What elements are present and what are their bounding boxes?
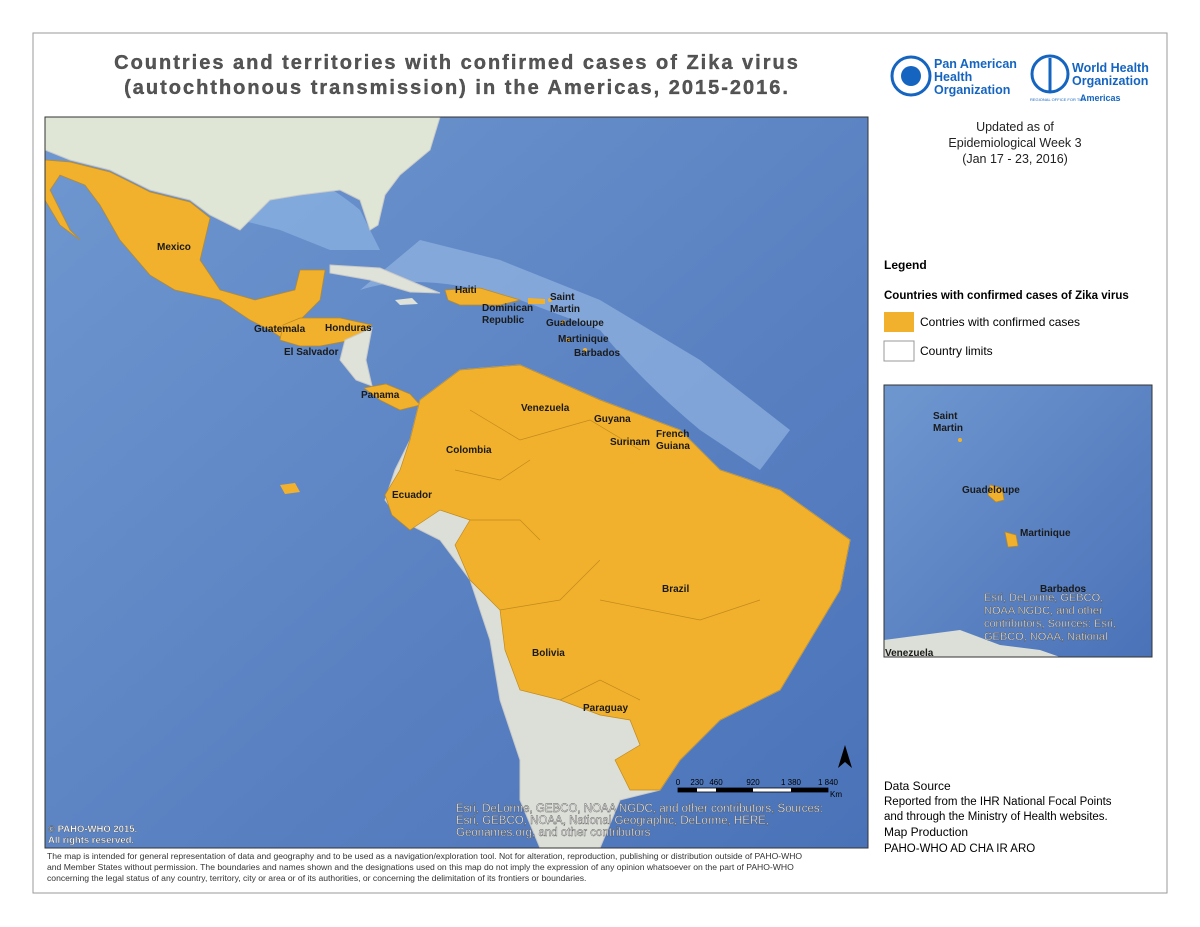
country-label: Martinique (558, 334, 609, 345)
scale-label: 920 (746, 778, 760, 787)
scale-bar (677, 745, 852, 793)
country-label: Guatemala (254, 324, 306, 335)
disclaimer-line: The map is intended for general represen… (47, 851, 802, 861)
production-label: Map Production (884, 825, 968, 839)
country-label: Guadeloupe (546, 318, 604, 329)
country-label: Saint (550, 292, 575, 303)
inset-label: Martinique (1020, 528, 1071, 539)
inset-label: Venezuela (885, 648, 934, 659)
paho-name: Organization (934, 83, 1010, 97)
title-line: Countries and territories with confirmed… (114, 52, 800, 74)
country-label: Colombia (446, 445, 492, 456)
legend-item: Contries with confirmed cases (920, 315, 1080, 329)
update-line: (Jan 17 - 23, 2016) (962, 152, 1068, 166)
country-label: Ecuador (392, 490, 432, 501)
who-name: Organization (1072, 74, 1148, 88)
country-label: Barbados (574, 348, 621, 359)
country-label: Haiti (455, 285, 477, 296)
country-label: Venezuela (521, 403, 570, 414)
scale-label: 1 380 (781, 778, 802, 787)
country-label: Surinam (610, 437, 650, 448)
scale-unit: Km (830, 790, 842, 799)
disclaimer-line: concerning the legal status of any count… (47, 873, 586, 883)
legend-title: Legend (884, 258, 927, 272)
inset-attribution: NOAA NGDC, and other (984, 605, 1103, 617)
data-source-label: Data Source (884, 779, 951, 793)
country-label: Paraguay (583, 703, 628, 714)
inset-attribution: Esri, DeLorme, GEBCO, (984, 592, 1103, 604)
disclaimer-line: and Member States without permission. Th… (47, 862, 794, 872)
scale-label: 460 (709, 778, 723, 787)
copyright: © PAHO-WHO 2015. (48, 824, 137, 835)
inset-label: Martin (933, 423, 963, 434)
inset-attribution: contributors, Sources: Esri, (984, 618, 1116, 630)
legend-subtitle: Countries with confirmed cases of Zika v… (884, 290, 1129, 302)
main-map (45, 117, 868, 848)
inset-label: Barbados (1040, 584, 1087, 595)
country-label: Brazil (662, 584, 689, 595)
legend-swatch-confirmed (884, 312, 914, 332)
data-source-line: and through the Ministry of Health websi… (884, 811, 1108, 823)
copyright: All rights reserved. (48, 835, 134, 846)
map-frame (44, 116, 869, 849)
map-attribution: Esri, DeLorme, GEBCO, NOAA NGDC, and oth… (456, 803, 823, 815)
title-line: (autochthonous transmission) in the Amer… (124, 77, 790, 99)
inset-label: Saint (933, 411, 958, 422)
who-region: REGIONAL OFFICE FOR THE (1030, 97, 1085, 102)
paho-name: Pan American (934, 57, 1017, 71)
map-attribution: Esri, GEBCO, NOAA, National Geographic, … (456, 815, 769, 827)
update-line: Epidemiological Week 3 (948, 136, 1081, 150)
who-region-name: Americas (1080, 93, 1121, 103)
inset-attribution: GEBCO, NOAA, National (984, 631, 1108, 643)
production: PAHO-WHO AD CHA IR ARO (884, 843, 1035, 855)
scale-label: 1 840 (818, 778, 839, 787)
country-label: Panama (361, 390, 400, 401)
country-label: El Salvador (284, 347, 339, 358)
scale-label: 230 (690, 778, 704, 787)
inset-map (884, 385, 1152, 657)
country-label: Mexico (157, 242, 191, 253)
legend-swatch-limits (883, 340, 915, 362)
legend-item: Country limits (920, 344, 993, 358)
update-line: Updated as of (976, 120, 1054, 134)
inset-label: Guadeloupe (962, 485, 1020, 496)
country-label: Guiana (656, 441, 690, 452)
country-label: Honduras (325, 323, 372, 334)
who-name: World Health (1072, 61, 1149, 75)
scale-label: 0 (676, 778, 681, 787)
inset-frame (883, 384, 1153, 658)
data-source-line: Reported from the IHR National Focal Poi… (884, 796, 1112, 808)
country-label: Martin (550, 304, 580, 315)
country-label: French (656, 429, 689, 440)
paho-logo (890, 55, 932, 97)
map-attribution: Geonames.org, and other contributors (456, 827, 651, 839)
country-label: Guyana (594, 414, 631, 425)
paho-name: Health (934, 70, 972, 84)
who-logo (1030, 54, 1070, 94)
country-label: Bolivia (532, 648, 565, 659)
country-label: Republic (482, 315, 525, 326)
country-label: Dominican (482, 303, 533, 314)
